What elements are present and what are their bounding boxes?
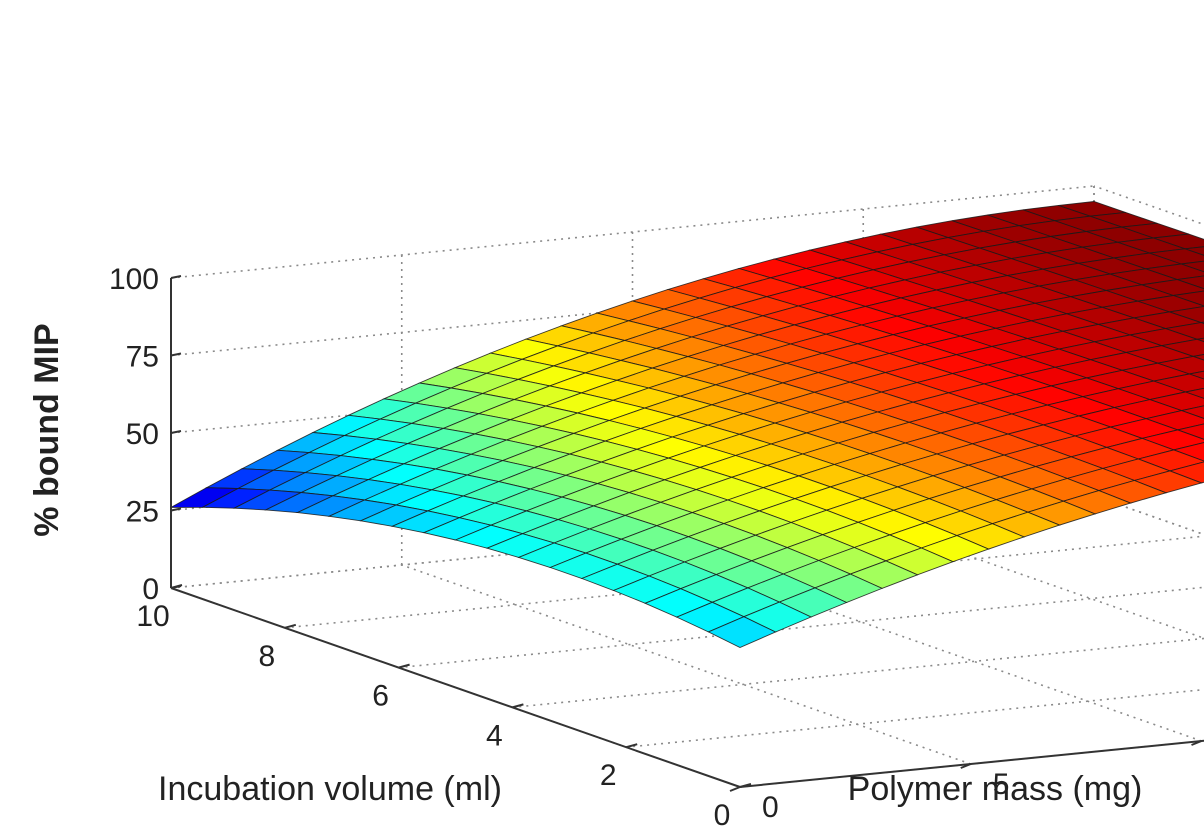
z-tick-label: 0 bbox=[142, 573, 159, 606]
x-tick-mark bbox=[625, 743, 638, 749]
grid-line bbox=[1093, 495, 1204, 536]
surface-patch bbox=[1191, 354, 1204, 361]
axes: 0255075100024681005101520 bbox=[109, 263, 1204, 832]
grid-line bbox=[512, 637, 1204, 709]
x-tick-mark bbox=[512, 703, 524, 709]
grid-line bbox=[632, 541, 1202, 742]
grid-line bbox=[398, 586, 1204, 669]
x-tick-label: 4 bbox=[486, 719, 503, 752]
z-tick-label: 75 bbox=[126, 341, 159, 374]
x-tick-label: 2 bbox=[600, 759, 617, 792]
x-tick-mark bbox=[398, 663, 410, 669]
y-tick-label: 0 bbox=[762, 791, 779, 824]
z-tick-mark bbox=[170, 275, 182, 279]
z-tick-mark bbox=[170, 430, 182, 434]
z-tick-mark bbox=[170, 507, 182, 512]
z-tick-label: 25 bbox=[126, 496, 159, 529]
x-tick-label: 10 bbox=[136, 600, 169, 633]
grid-line bbox=[862, 518, 1204, 640]
grid-line bbox=[626, 688, 1204, 748]
surface-patch bbox=[1187, 370, 1204, 380]
z-axis-label: % bound MIP bbox=[28, 323, 66, 536]
surface-patch bbox=[707, 616, 777, 648]
x-tick-mark bbox=[170, 584, 183, 589]
x-tick-label: 0 bbox=[714, 799, 731, 832]
grid-line bbox=[1093, 495, 1204, 536]
grid-line bbox=[170, 185, 1095, 279]
surface-patch bbox=[1184, 246, 1204, 256]
y-axis-label: Polymer mass (mg) bbox=[848, 770, 1143, 808]
y-tick-label: 5 bbox=[993, 768, 1010, 801]
surface bbox=[170, 201, 1204, 648]
x-axis-label: Incubation volume (ml) bbox=[158, 770, 502, 808]
x-tick-label: 8 bbox=[258, 640, 275, 673]
y-tick-mark bbox=[960, 763, 972, 769]
grid-line bbox=[401, 564, 972, 765]
y-tick-mark bbox=[729, 786, 741, 792]
z-tick-label: 100 bbox=[109, 263, 159, 296]
surface-patch bbox=[1183, 387, 1204, 399]
x-tick-label: 6 bbox=[372, 680, 389, 713]
x-tick-mark bbox=[284, 623, 297, 629]
y-tick-mark bbox=[1191, 740, 1202, 746]
x-tick-mark bbox=[739, 783, 752, 788]
x-axis-line bbox=[170, 587, 741, 788]
z-tick-mark bbox=[170, 352, 182, 357]
z-tick-label: 50 bbox=[126, 418, 159, 451]
